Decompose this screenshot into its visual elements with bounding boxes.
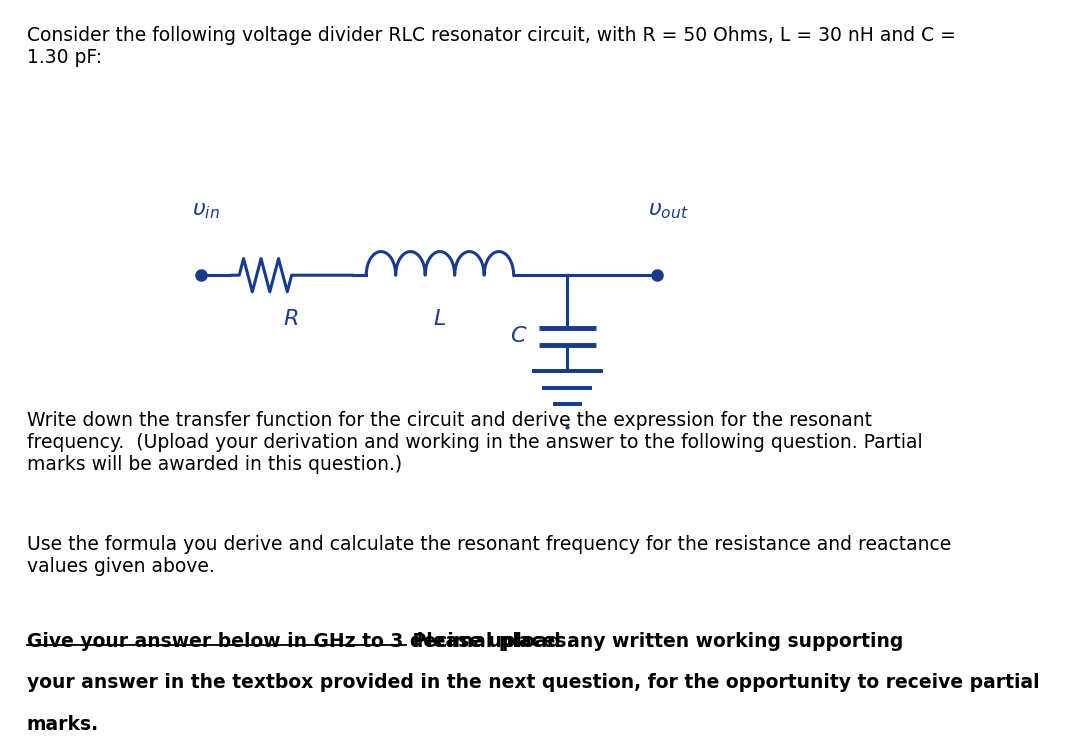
- Text: Give your answer below in GHz to 3 decimal places.: Give your answer below in GHz to 3 decim…: [27, 632, 573, 651]
- Text: $\upsilon_{in}$: $\upsilon_{in}$: [193, 201, 220, 221]
- Text: marks.: marks.: [27, 715, 99, 734]
- Text: L: L: [434, 309, 446, 329]
- Text: Use the formula you derive and calculate the resonant frequency for the resistan: Use the formula you derive and calculate…: [27, 535, 951, 576]
- Text: $\upsilon_{out}$: $\upsilon_{out}$: [647, 201, 689, 221]
- Text: C: C: [510, 326, 526, 346]
- Text: Write down the transfer function for the circuit and derive the expression for t: Write down the transfer function for the…: [27, 411, 923, 474]
- Text: Consider the following voltage divider RLC resonator circuit, with R = 50 Ohms, : Consider the following voltage divider R…: [27, 26, 955, 67]
- Text: R: R: [284, 309, 299, 329]
- Text: Please upload any written working supporting: Please upload any written working suppor…: [407, 632, 904, 651]
- Text: your answer in the textbox provided in the next question, for the opportunity to: your answer in the textbox provided in t…: [27, 673, 1039, 692]
